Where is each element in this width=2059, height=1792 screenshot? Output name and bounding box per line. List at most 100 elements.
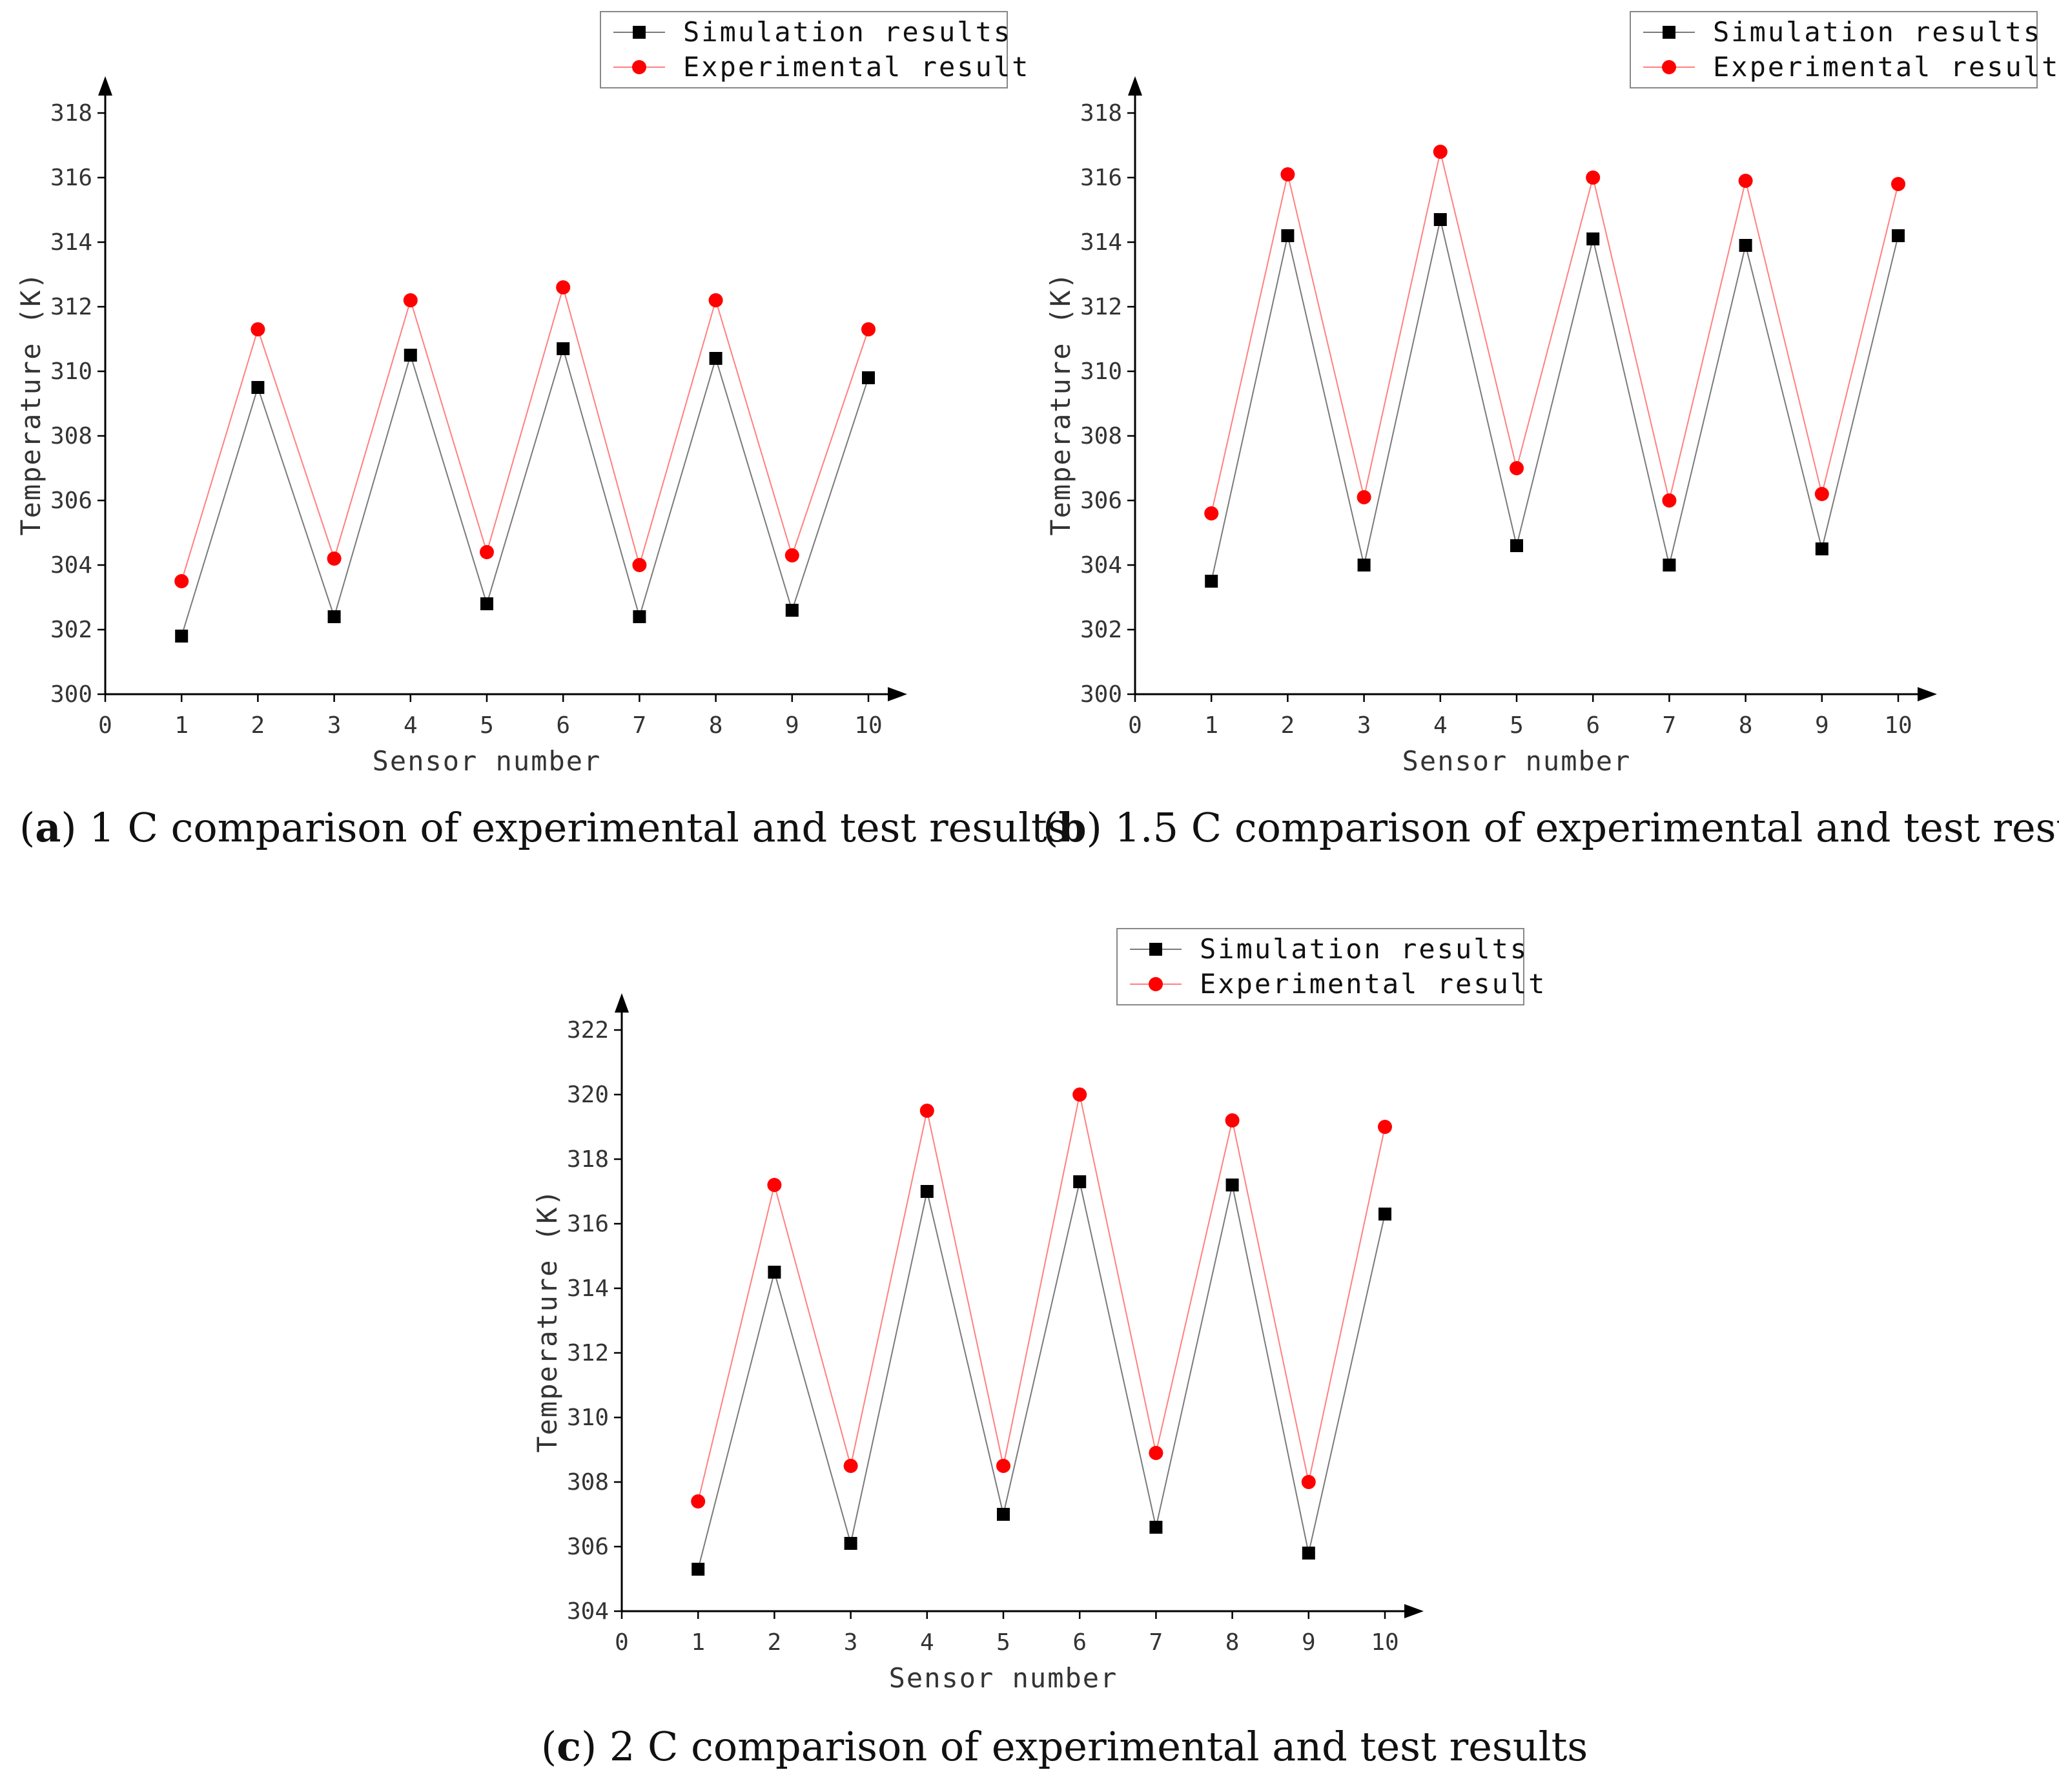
x-tick-label: 8 [709,712,723,739]
y-tick-label: 322 [567,1017,609,1044]
experimental-point [691,1494,706,1509]
simulation-point [1433,213,1447,226]
x-tick-label: 2 [251,712,265,739]
legend-box [1116,928,1524,1005]
legend-experimental-label: Experimental results [1200,968,1546,1000]
legend-simulation-marker [1149,943,1162,956]
y-tick-label: 308 [50,423,92,449]
x-tick-label: 8 [1739,712,1753,739]
experimental-point [1586,170,1601,185]
simulation-point [1281,229,1295,242]
y-tick-label: 302 [50,617,92,643]
simulation-point [1302,1547,1315,1560]
y-tick-label: 310 [50,358,92,385]
y-axis-title: Temperature (K) [15,271,46,535]
x-tick-label: 10 [1371,1629,1398,1656]
experimental-point [767,1178,782,1192]
y-tick-label: 300 [50,681,92,708]
x-tick-label: 1 [691,1629,705,1656]
x-tick-label: 9 [785,712,799,739]
x-tick-label: 8 [1225,1629,1240,1656]
experimental-point [251,322,265,336]
x-tick-label: 4 [920,1629,934,1656]
y-axis-arrow [98,76,112,96]
experimental-point [1891,177,1905,191]
x-tick-label: 7 [633,712,647,739]
x-axis-title: Sensor number [1402,745,1632,777]
chart-c: 0 1 2 3 4 5 6 7 8 9 10 304 306 308 310 312 314 316 318 320 3… [531,928,1546,1694]
simulation-point [1149,1521,1163,1534]
x-tick-label: 0 [98,712,112,739]
simulation-point [1663,559,1676,572]
y-axis-title: Temperature (K) [531,1188,563,1452]
chart-b: 0 1 2 3 4 5 6 7 8 9 10 300 302 304 306 308 310 312 314 316 3… [1045,11,2059,777]
legend-simulation-marker [1663,26,1675,39]
x-tick-label: 10 [1884,712,1912,739]
legend-experimental-marker [1662,60,1676,74]
y-tick-label: 306 [567,1534,609,1560]
simulation-point [1205,575,1218,588]
experimental-point [1378,1120,1392,1134]
y-tick-label: 306 [50,488,92,514]
y-axis-arrow [1128,76,1142,96]
simulation-point [844,1537,857,1550]
y-axis-arrow [615,993,629,1013]
y-axis-title: Temperature (K) [1045,271,1076,535]
experimental-series-line [697,1094,1386,1502]
experimental-point [480,545,494,559]
simulation-point [997,1508,1010,1521]
y-tick-label: 316 [567,1211,609,1237]
experimental-point [327,551,342,566]
x-tick-label: 2 [768,1629,782,1656]
x-tick-label: 1 [174,712,189,739]
y-tick-label: 312 [567,1340,609,1366]
y-tick-label: 316 [50,165,92,191]
y-tick-label: 314 [567,1275,609,1302]
simulation-point [175,630,189,643]
experimental-series-line [1211,151,1899,514]
simulation-point [1378,1208,1391,1220]
legend-experimental-label: Experimental results [1713,51,2059,83]
experimental-point [919,1104,934,1118]
experimental-point [784,548,799,562]
simulation-point [709,352,722,365]
experimental-point [861,322,876,336]
x-tick-label: 3 [844,1629,858,1656]
caption-c: (c) 2 C comparison of experimental and t… [541,1723,1588,1770]
simulation-point [1357,559,1371,572]
x-tick-label: 0 [1128,712,1142,739]
x-tick-label: 1 [1204,712,1218,739]
x-axis-arrow [1918,687,1937,701]
simulation-point [691,1563,705,1576]
legend-simulation-label: Simulation results [1200,933,1528,965]
experimental-point [1204,506,1219,520]
experimental-point [1662,493,1677,508]
experimental-point [403,293,418,307]
x-tick-label: 4 [404,712,418,739]
x-axis-arrow [1404,1604,1424,1618]
y-tick-label: 310 [567,1405,609,1431]
x-tick-label: 2 [1281,712,1295,739]
y-tick-label: 312 [1080,294,1122,320]
legend-simulation-label: Simulation results [1713,16,2042,48]
y-tick-label: 308 [1080,423,1122,449]
simulation-point [633,610,646,623]
x-axis-title: Sensor number [889,1662,1118,1694]
experimental-point [1225,1113,1240,1128]
x-tick-label: 9 [1815,712,1829,739]
simulation-point [1815,542,1829,555]
y-tick-label: 318 [567,1146,609,1173]
y-tick-label: 314 [50,229,92,256]
experimental-point [556,280,571,294]
simulation-point [557,342,570,355]
experimental-series-line [181,285,869,582]
experimental-point [1149,1446,1163,1460]
y-tick-label: 300 [1080,681,1122,708]
x-tick-label: 4 [1433,712,1448,739]
simulation-point [1073,1175,1087,1188]
x-tick-label: 6 [1072,1629,1087,1656]
x-tick-label: 3 [1357,712,1371,739]
experimental-point [1280,167,1295,181]
experimental-point [1433,145,1448,159]
experimental-point [1301,1475,1316,1489]
